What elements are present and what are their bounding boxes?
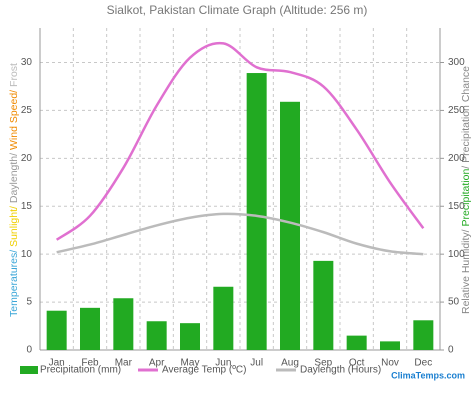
x-tick-label: Dec	[414, 358, 432, 369]
x-tick-label: Apr	[149, 358, 165, 369]
bar	[280, 101, 300, 351]
x-tick-label: May	[181, 358, 200, 369]
y2-tick-label: 50	[448, 297, 460, 308]
bar	[246, 73, 267, 351]
y-tick-label: 0	[26, 345, 32, 356]
watermark: ClimaTemps.com	[391, 370, 465, 380]
legend-label: Precipitation (mm)	[40, 365, 121, 376]
x-tick-label: Oct	[349, 358, 365, 369]
bar	[180, 323, 200, 350]
bar	[413, 320, 434, 350]
axis-label-part: Frost	[8, 63, 20, 87]
x-tick-label: Jul	[250, 358, 263, 369]
axis-label-part: Precipitation	[460, 169, 472, 227]
y2-tick-label: 100	[448, 249, 465, 260]
legend-label: Daylength (Hours)	[300, 365, 381, 376]
x-tick-label: Nov	[381, 358, 399, 369]
y-tick-label: 20	[21, 153, 33, 164]
x-tick-label: Jan	[49, 358, 65, 369]
axis-label-part: Relative Humidity/	[460, 226, 472, 314]
axis-label-part: Wind Speed/	[8, 87, 20, 150]
legend-label: Average Temp (ºC)	[162, 365, 246, 376]
x-tick-label: Sep	[314, 358, 332, 369]
x-tick-label: Feb	[81, 358, 99, 369]
y2-tick-label: 200	[448, 153, 465, 164]
axis-label-part: Temperatures/	[8, 247, 20, 317]
bar	[346, 335, 367, 350]
bar	[313, 260, 334, 350]
y-tick-label: 5	[26, 297, 32, 308]
line	[55, 41, 425, 241]
y-tick-label: 15	[21, 201, 33, 212]
axis-label-part: / Precipitation Chance	[460, 66, 472, 169]
x-tick-label: Mar	[115, 358, 133, 369]
legend-swatch	[20, 366, 38, 374]
y2-tick-label: 0	[448, 345, 454, 356]
x-tick-label: Jun	[215, 358, 231, 369]
axis-label-part: Sunlight/	[8, 203, 20, 247]
y-tick-label: 10	[21, 249, 33, 260]
axis-label-part: Daylength/	[8, 150, 20, 203]
chart-title: Sialkot, Pakistan Climate Graph (Altitud…	[107, 3, 368, 17]
bar	[46, 310, 67, 350]
y-tick-label: 30	[21, 57, 33, 68]
y2-tick-label: 250	[448, 105, 465, 116]
y2-tick-label: 300	[448, 57, 465, 68]
bar	[113, 298, 134, 350]
x-tick-label: Aug	[281, 358, 299, 369]
bar	[213, 286, 234, 350]
y-tick-label: 25	[21, 105, 33, 116]
line	[56, 212, 424, 256]
bar	[146, 321, 167, 350]
y2-tick-label: 150	[448, 201, 465, 212]
y-axis-label: Temperatures/ Sunlight/ Daylength/ Wind …	[8, 63, 20, 317]
bar	[80, 307, 100, 350]
bar	[380, 341, 400, 350]
y2-axis-label: Relative Humidity/ Precipitation/ Precip…	[460, 66, 472, 314]
